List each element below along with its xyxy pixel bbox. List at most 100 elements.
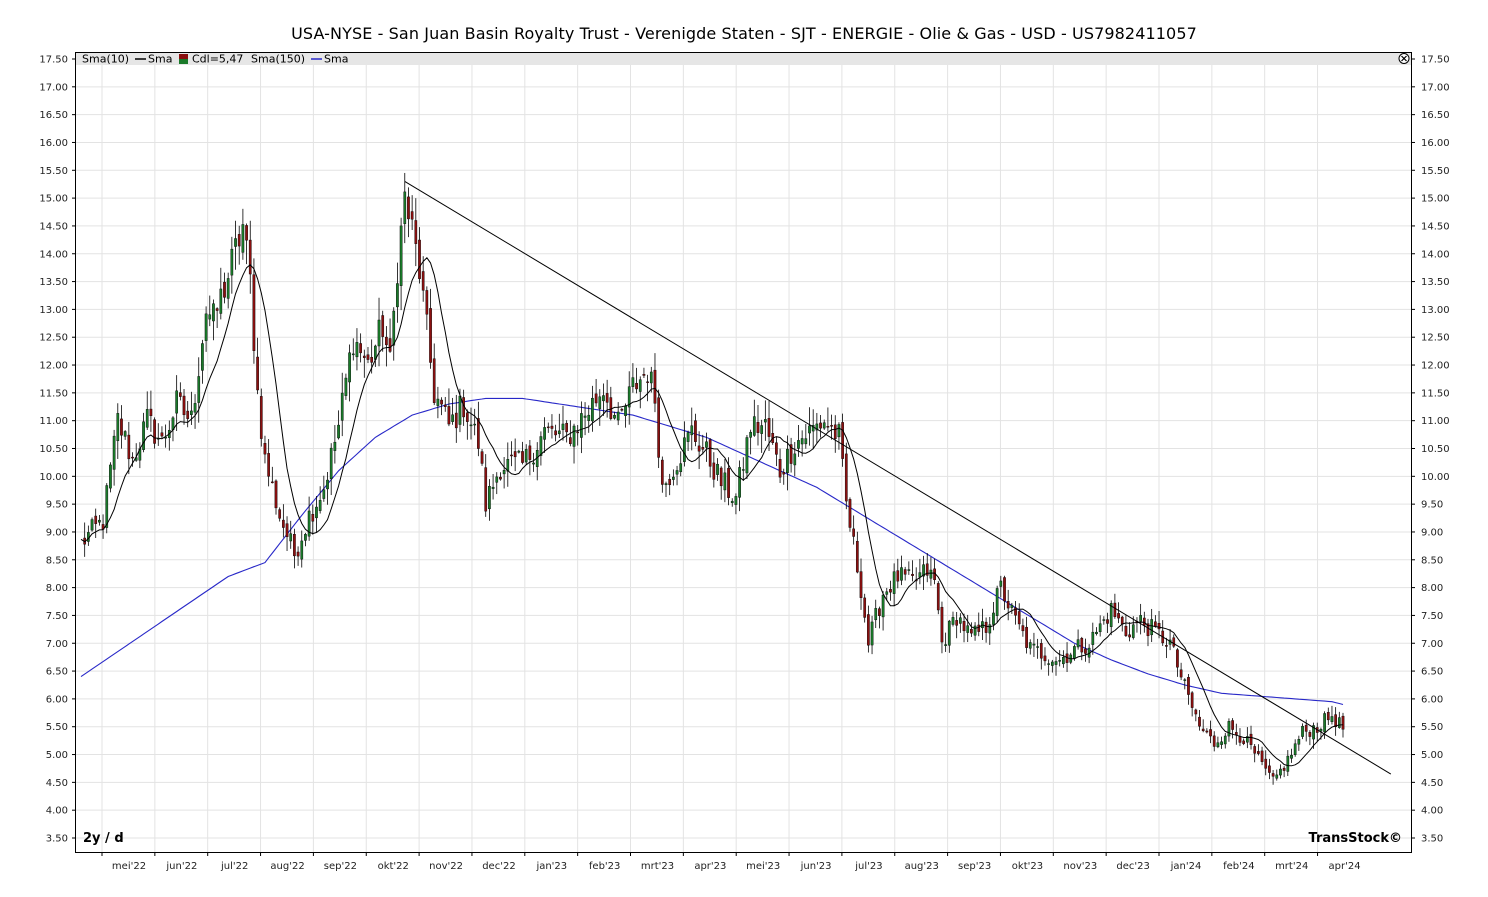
- x-tick-label: dec'23: [1116, 861, 1149, 872]
- candle-down: [1341, 715, 1345, 730]
- candle-down: [657, 397, 660, 458]
- candle-up: [539, 436, 543, 456]
- candle-down: [1003, 577, 1006, 602]
- candle-down: [635, 383, 638, 390]
- candle-down: [182, 395, 186, 416]
- y-tick-label-left: 17.00: [39, 82, 68, 93]
- candle-up: [675, 470, 679, 475]
- legend-sma10-name: Sma: [148, 53, 172, 66]
- candle-down: [425, 290, 429, 315]
- candle-up: [1102, 619, 1106, 621]
- candle-down: [653, 369, 657, 404]
- candle-up: [951, 617, 955, 625]
- y-tick-label-left: 12.50: [39, 333, 68, 344]
- candle-down: [819, 422, 822, 429]
- sma10-line: [80, 257, 1344, 767]
- candle-down: [708, 439, 712, 467]
- candle-up: [304, 534, 307, 541]
- candle-up: [947, 620, 951, 646]
- candle-up: [999, 580, 1003, 587]
- candle-up: [473, 423, 477, 426]
- candle-up: [1050, 661, 1054, 666]
- candle-up: [749, 431, 752, 438]
- candle-up: [145, 409, 149, 428]
- plot-frame: [75, 52, 1412, 853]
- candle-up: [109, 464, 112, 489]
- y-tick-label-left: 9.50: [46, 500, 68, 511]
- candle-down: [1176, 649, 1179, 668]
- candle-up: [451, 414, 454, 422]
- candle-down: [359, 343, 362, 354]
- candle-down: [863, 597, 867, 618]
- candle-down: [454, 412, 458, 429]
- candle-down: [131, 456, 134, 459]
- candle-up: [337, 424, 340, 439]
- candle-down: [480, 451, 484, 464]
- candle-up: [1054, 661, 1058, 665]
- candle-up: [1286, 755, 1290, 772]
- candle-down: [245, 225, 248, 241]
- y-tick-label-left: 15.00: [39, 194, 68, 205]
- candle-up: [734, 496, 738, 505]
- candle-up: [705, 441, 708, 448]
- candle-up: [396, 283, 399, 308]
- candle-up: [881, 594, 885, 618]
- candle-up: [797, 440, 800, 449]
- candle-up: [624, 406, 627, 416]
- candle-down: [440, 399, 443, 405]
- candle-down: [381, 315, 385, 337]
- candle-down: [447, 406, 451, 425]
- candle-down: [186, 410, 190, 419]
- candle-up: [1095, 631, 1098, 635]
- candle-down: [528, 445, 532, 460]
- candle-down: [826, 426, 830, 428]
- candle-up: [105, 485, 109, 528]
- candle-down: [418, 239, 421, 279]
- candle-up: [1091, 631, 1095, 645]
- candle-up: [488, 486, 491, 510]
- candle-down: [911, 573, 914, 576]
- candle-up: [664, 483, 668, 486]
- candle-up: [752, 416, 756, 436]
- candle-down: [789, 444, 793, 464]
- candle-down: [844, 453, 848, 502]
- candle-down: [223, 281, 226, 298]
- close-circle-icon[interactable]: [1398, 53, 1410, 64]
- candle-down: [620, 408, 624, 411]
- y-tick-label-left: 6.00: [46, 694, 68, 705]
- candle-up: [992, 612, 995, 625]
- x-tick-label: sep'22: [324, 861, 357, 872]
- candle-down: [609, 397, 613, 419]
- candle-up: [988, 624, 992, 634]
- y-tick-label-right: 5.50: [1421, 722, 1443, 733]
- candle-up: [315, 506, 318, 519]
- candle-down: [778, 459, 782, 478]
- candle-down: [293, 534, 296, 557]
- candle-up: [649, 371, 653, 384]
- candle-down: [1187, 677, 1190, 695]
- y-axis-right: 17.50 17.00 16.50 16.00 15.50 15.00 14.50 14.00…: [1411, 55, 1450, 845]
- candle-up: [738, 467, 741, 498]
- candle-up: [580, 413, 583, 438]
- candle-up: [959, 617, 962, 624]
- y-tick-label-right: 12.50: [1421, 333, 1450, 344]
- candle-up: [1275, 774, 1279, 779]
- candle-down: [153, 419, 156, 444]
- candle-up: [587, 414, 591, 421]
- candle-up: [326, 479, 329, 490]
- candle-up: [201, 343, 204, 371]
- candle-up: [392, 310, 396, 346]
- candle-up: [690, 425, 694, 436]
- candle-down: [1334, 714, 1337, 728]
- candle-up: [616, 411, 620, 421]
- candle-down: [878, 608, 881, 616]
- y-tick-label-right: 6.00: [1421, 694, 1443, 705]
- y-tick-label-left: 9.00: [46, 527, 68, 538]
- candle-up: [1076, 639, 1080, 648]
- candle-up: [491, 486, 495, 489]
- chart-title: USA-NYSE - San Juan Basin Royalty Trust …: [291, 24, 1197, 43]
- candle-up: [874, 608, 878, 621]
- candle-up: [1227, 721, 1231, 737]
- candle-down: [1025, 626, 1028, 648]
- candle-up: [219, 288, 223, 314]
